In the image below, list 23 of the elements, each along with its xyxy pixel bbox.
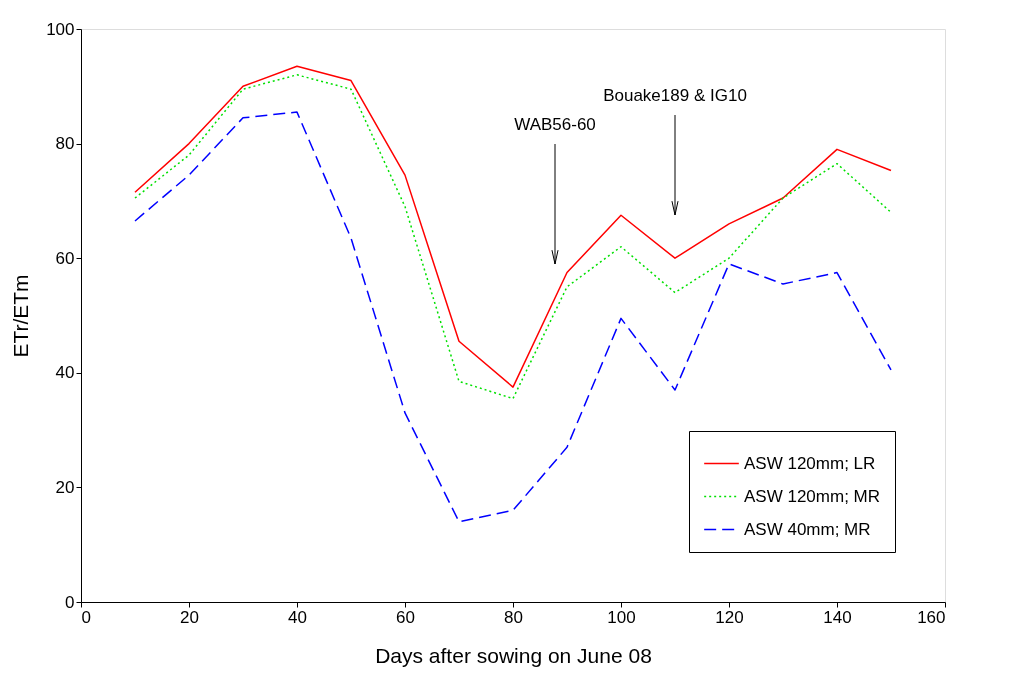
x-tick-label: 120	[715, 607, 744, 627]
x-tick-label: 140	[823, 607, 852, 627]
x-tick-label: 0	[81, 607, 91, 627]
x-tick-label: 100	[607, 607, 636, 627]
x-tick-label: 20	[180, 607, 199, 627]
y-tick-label: 60	[55, 248, 75, 268]
line-series	[134, 111, 892, 523]
legend-label: ASW 120mm; LR	[744, 453, 876, 473]
y-tick-label: 0	[65, 592, 75, 612]
x-axis-title: Days after sowing on June 08	[375, 643, 652, 667]
y-tick-label: 80	[55, 134, 75, 154]
y-tick-label: 20	[55, 477, 75, 497]
annotation: WAB56-60	[514, 115, 596, 134]
x-tick-label: 160	[917, 607, 946, 627]
x-tick-label: 60	[396, 607, 415, 627]
annotation: Bouake189 & IG10	[603, 86, 747, 105]
x-tick-label: 80	[504, 607, 523, 627]
legend-label: ASW 120mm; MR	[744, 486, 881, 506]
y-tick-label: 40	[55, 363, 75, 383]
y-tick-label: 100	[46, 19, 75, 39]
y-axis-title: ETr/ETm	[9, 274, 33, 358]
legend-label: ASW 40mm; MR	[744, 519, 871, 539]
x-tick-label: 40	[288, 607, 307, 627]
